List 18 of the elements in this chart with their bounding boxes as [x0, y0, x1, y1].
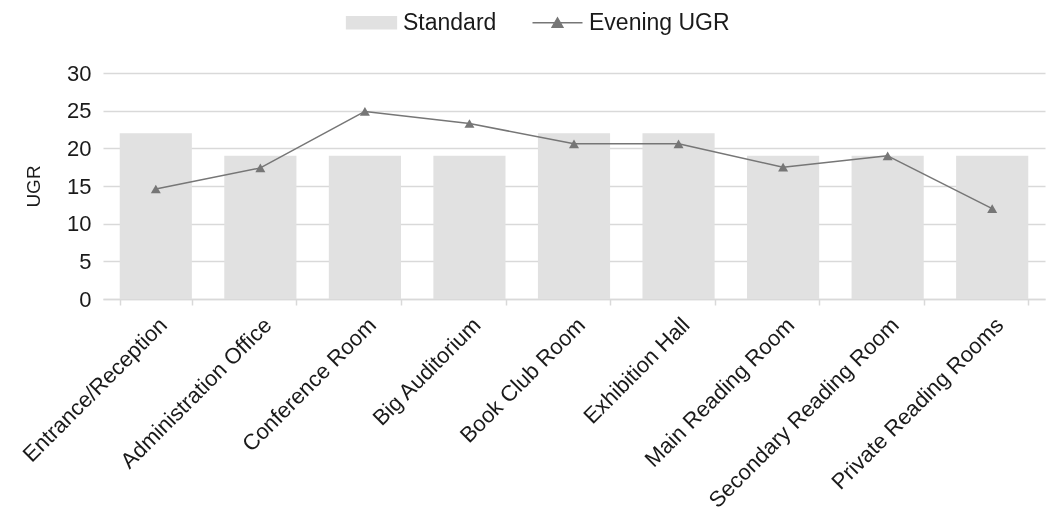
point [359, 107, 370, 116]
y-tick-label: 20 [67, 135, 92, 161]
legend-label: Standard [403, 8, 497, 35]
legend-label: Evening UGR [589, 8, 730, 35]
y-tick-label: 30 [67, 60, 92, 86]
point [150, 184, 161, 194]
point [882, 151, 893, 161]
point [569, 139, 579, 149]
point [673, 139, 684, 149]
y-tick-label: 25 [67, 98, 92, 124]
point [987, 204, 998, 213]
y-tick-label: 15 [67, 173, 92, 199]
y-axis-title: UGR [23, 165, 45, 208]
y-tick-label: 5 [79, 248, 92, 274]
point [255, 163, 266, 173]
point [464, 119, 475, 128]
y-tick-label: 0 [79, 286, 92, 312]
y-tick-label: 10 [67, 211, 92, 237]
